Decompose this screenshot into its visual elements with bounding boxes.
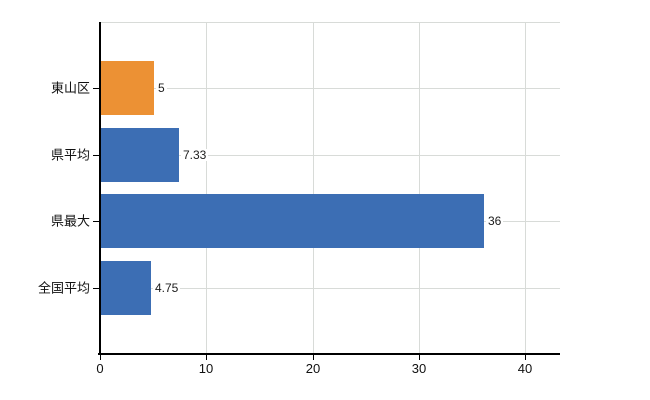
bar-value-label: 36 [486,214,504,228]
category-label: 県平均 [50,147,90,162]
y-tick [93,288,100,289]
x-tick [419,355,420,360]
category-label: 県最大 [50,213,90,229]
category-label: 全国平均 [37,280,90,295]
y-tick [93,155,100,156]
bar-3 [101,194,484,248]
x-tick-label: 20 [305,361,321,376]
bar-4 [101,261,151,315]
x-tick [525,355,526,360]
category-gridline [100,88,560,89]
bar-1 [101,61,154,115]
y-axis-line [99,22,101,355]
x-gridline [419,22,420,353]
x-gridline [313,22,314,353]
x-gridline [525,22,526,353]
bar-2 [101,128,179,182]
y-tick [93,88,100,89]
bar-value-label: 4.75 [153,280,181,295]
category-gridline [100,288,560,289]
x-tick [313,355,314,360]
bar-value-label: 7.33 [181,147,209,162]
category-label: 東山区 [50,80,90,96]
x-tick-label: 40 [517,361,533,376]
bar-value-label: 5 [156,81,167,95]
x-tick [206,355,207,360]
x-tick [100,355,101,360]
plot-top-gridline [100,22,560,23]
y-tick [93,221,100,222]
x-tick-label: 30 [411,361,427,376]
x-gridline [206,22,207,353]
x-axis-line [98,353,560,355]
category-gridline [100,155,560,156]
x-tick-label: 10 [198,361,214,376]
x-tick-label: 0 [96,361,104,376]
